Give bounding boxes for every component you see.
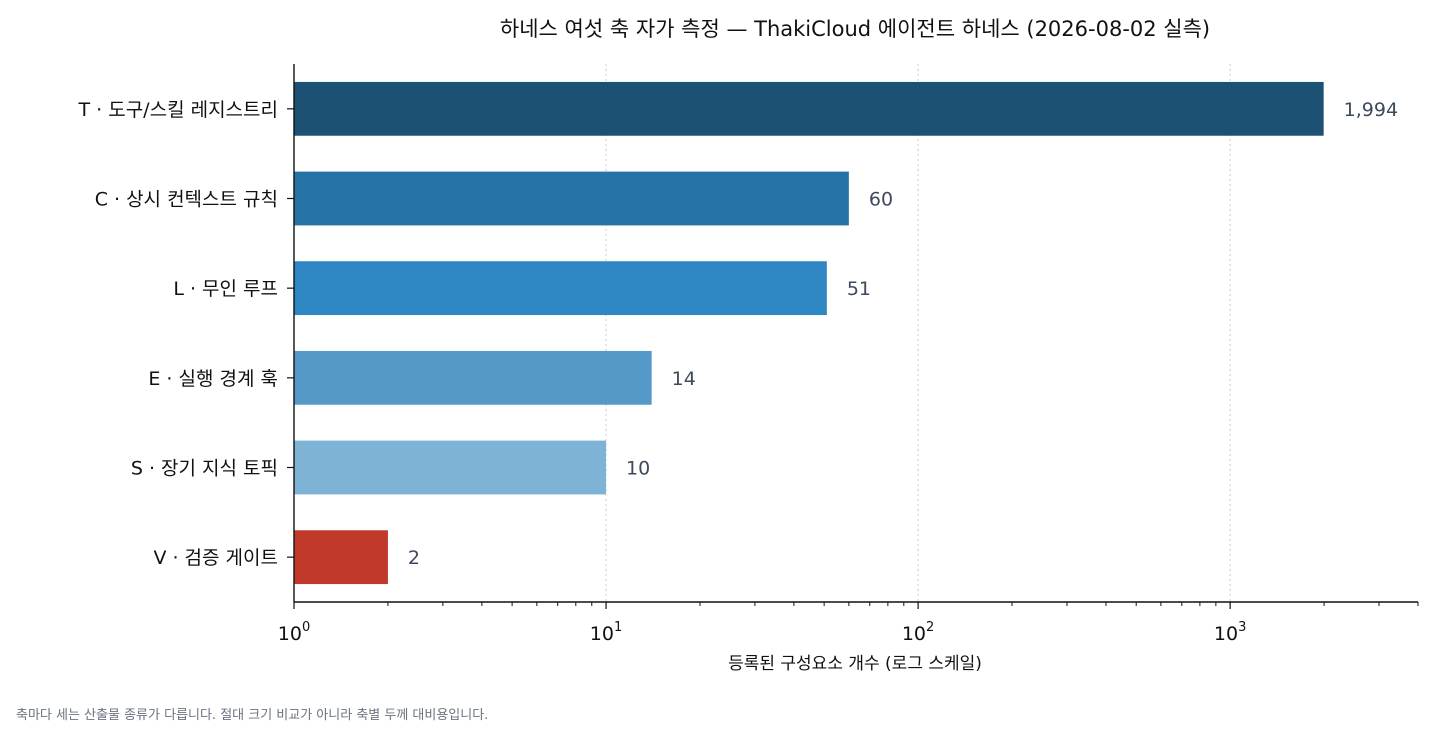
category-label: V · 검증 게이트: [153, 547, 278, 569]
bar: [294, 440, 607, 495]
chart-title: 하네스 여섯 축 자가 측정 — ThakiCloud 에이전트 하네스 (20…: [500, 17, 1210, 41]
category-label: L · 무인 루프: [173, 278, 278, 300]
value-label: 51: [847, 278, 871, 300]
category-label: C · 상시 컨텍스트 규칙: [95, 189, 278, 211]
value-label: 60: [869, 189, 893, 211]
category-label: T · 도구/스킬 레지스트리: [78, 99, 279, 121]
bar: [294, 81, 1324, 136]
axes: 100 101 102 103: [278, 64, 1419, 645]
value-label: 2: [408, 547, 420, 569]
category-label: E · 실행 경계 훅: [148, 368, 278, 390]
value-labels: 1,994 60 51 14 10 2: [408, 99, 1398, 569]
footnote: 축마다 세는 산출물 종류가 다릅니다. 절대 크기 비교가 아니라 축별 두께…: [16, 708, 489, 723]
bar: [294, 350, 652, 405]
bar: [294, 530, 388, 585]
x-axis-label: 등록된 구성요소 개수 (로그 스케일): [728, 654, 982, 674]
x-tick-label: 101: [590, 620, 622, 645]
x-tick-label: 103: [1214, 620, 1246, 645]
category-label: S · 장기 지식 토픽: [131, 458, 278, 480]
value-label: 10: [626, 458, 650, 480]
x-tick-label: 102: [902, 620, 934, 645]
x-tick-label: 100: [278, 620, 310, 645]
grid-lines: [605, 64, 1231, 602]
bar: [294, 171, 849, 226]
value-label: 1,994: [1344, 99, 1398, 121]
value-label: 14: [672, 368, 696, 390]
bar: [294, 261, 827, 316]
bars: [294, 81, 1324, 585]
category-labels: T · 도구/스킬 레지스트리 C · 상시 컨텍스트 규칙 L · 무인 루프 E …: [78, 99, 279, 569]
